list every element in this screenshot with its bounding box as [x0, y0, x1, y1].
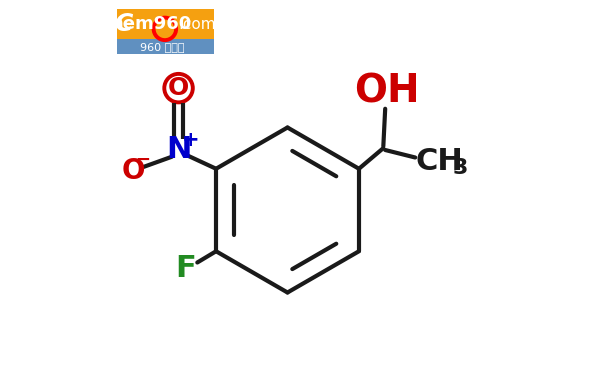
- Text: 3: 3: [453, 158, 468, 178]
- Text: F: F: [175, 254, 197, 283]
- Text: O: O: [122, 157, 145, 184]
- Text: −: −: [136, 151, 151, 169]
- Text: OH: OH: [355, 73, 420, 111]
- Text: N: N: [166, 135, 191, 165]
- FancyBboxPatch shape: [117, 39, 214, 54]
- Text: O: O: [168, 76, 189, 100]
- Text: CH: CH: [416, 147, 463, 176]
- Text: hem960: hem960: [110, 15, 191, 33]
- Text: .com: .com: [178, 17, 217, 32]
- Text: +: +: [182, 130, 200, 150]
- Text: C: C: [114, 12, 133, 36]
- FancyBboxPatch shape: [117, 9, 214, 40]
- Text: 960 化工网: 960 化工网: [140, 42, 184, 52]
